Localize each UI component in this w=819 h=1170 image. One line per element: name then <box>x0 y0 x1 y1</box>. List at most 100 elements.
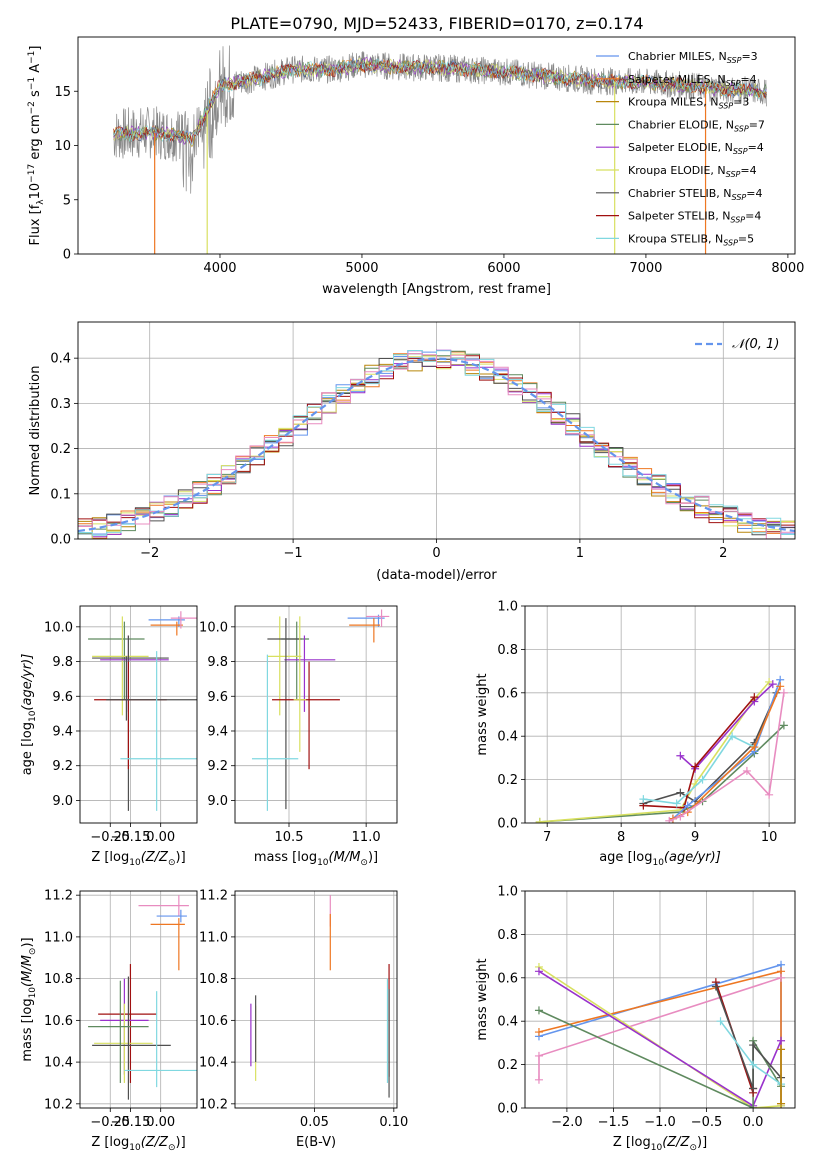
x-tick-label: −0.15 <box>111 1115 151 1130</box>
legend-name: Salpeter STELIB, N <box>628 210 730 223</box>
x-tick-label: 9 <box>691 830 699 845</box>
mass-weight-line <box>679 683 774 770</box>
x-axis-label: (data-model)/error <box>376 568 497 583</box>
x-label-sub: 10 <box>317 858 329 868</box>
mass-weight-marker <box>776 682 785 691</box>
y-tick-label: 10.8 <box>199 972 228 987</box>
y-tick-label: 5 <box>63 193 71 208</box>
legend-n: =4 <box>746 187 762 200</box>
y-tick-label: 10.4 <box>44 1056 73 1071</box>
y-label-part: (age/yr)] <box>20 654 35 711</box>
x-tick-label: −0.5 <box>691 1115 723 1130</box>
y-tick-label: 11.0 <box>199 930 228 945</box>
y-tick-label: 9.2 <box>52 759 73 774</box>
x-label-part: Z [log <box>91 1135 129 1150</box>
y-tick-label: 9.4 <box>52 724 73 739</box>
y-tick-label: 10 <box>54 139 71 154</box>
y-tick-label: 0.1 <box>50 487 71 502</box>
y-tick-label: 9.8 <box>207 655 228 670</box>
axes-frame <box>524 890 796 1109</box>
x-tick-label: 0 <box>432 546 440 561</box>
mass-weight-marker <box>534 1006 543 1015</box>
axes-frame <box>79 890 198 1109</box>
legend-entry: Salpeter STELIB, NSSP=4 <box>628 210 761 225</box>
x-tick-label: 0.0 <box>743 1115 764 1130</box>
legend-sub: SSP <box>726 170 741 179</box>
y-tick-label: 0.4 <box>50 352 71 367</box>
legend-n: =4 <box>748 141 764 154</box>
mass-weight-marker <box>749 1084 758 1093</box>
y-label-part: A <box>28 64 43 77</box>
plot-area <box>235 606 397 823</box>
mass-weight-line <box>719 1020 782 1085</box>
mass-weight-marker <box>768 680 777 689</box>
y-tick-label: 0.6 <box>497 686 518 701</box>
y-tick-label: 9.0 <box>207 794 228 809</box>
legend-entry: Chabrier MILES, NSSP=3 <box>628 50 758 65</box>
legend-sub: SSP <box>734 124 749 133</box>
x-label-part: (M/M <box>329 850 361 865</box>
legend-entry: Kroupa MILES, NSSP=3 <box>628 96 749 111</box>
model-spectrum <box>113 58 767 146</box>
x-tick-label: 8 <box>617 830 625 845</box>
y-tick-label: 9.0 <box>52 794 73 809</box>
plot-area <box>80 891 197 1108</box>
mass-weight-marker <box>691 762 700 771</box>
residual-histogram <box>78 353 795 539</box>
x-label-sun: ⊙ <box>689 1143 697 1153</box>
panel-mass-vs-EBV: 0.05 0.10 10.2 10.4 10.6 10.8 11.0 11.2 E(B-V) <box>199 889 408 1150</box>
plot-area <box>235 891 397 1108</box>
y-axis-label: Normed distribution <box>28 366 43 496</box>
y-tick-label: 0.2 <box>497 773 518 788</box>
y-label-sub: 10 <box>28 987 38 999</box>
y-tick-label: 0.0 <box>497 1102 518 1117</box>
x-label-part: (Z/Z <box>141 850 169 865</box>
y-axis-label: age [log10(age/yr)] <box>20 654 38 776</box>
mass-weight-line <box>715 986 782 1089</box>
mass-weight-marker <box>716 1017 725 1026</box>
y-tick-label: 0.2 <box>50 442 71 457</box>
legend-entry: Chabrier STELIB, NSSP=4 <box>628 187 762 202</box>
legend-n: =7 <box>749 118 765 131</box>
panel-residuals: −2 −1 0 1 2 0.0 0.1 0.2 0.3 0.4 (data-model)/error… <box>28 321 796 583</box>
y-axis-label: mass weight <box>475 958 490 1040</box>
x-tick-label: 7 <box>543 830 551 845</box>
mass-weight-marker <box>676 788 685 797</box>
mass-weight-marker <box>534 1075 543 1084</box>
plot-area <box>113 45 767 254</box>
y-label-part: λ <box>36 199 46 205</box>
y-label-part: −1 <box>27 51 37 64</box>
y-tick-label: 1.0 <box>497 600 518 615</box>
x-tick-label: 1 <box>576 546 584 561</box>
y-tick-label: 0.6 <box>497 971 518 986</box>
legend-name: Salpeter ELODIE, N <box>628 141 733 154</box>
y-tick-label: 10.6 <box>199 1014 228 1029</box>
legend-name: Salpeter MILES, N <box>628 73 726 86</box>
panel-age-vs-mass: 10.5 11.0 9.0 9.2 9.4 9.6 9.8 10.0 mass [log10(M… <box>199 605 398 868</box>
x-tick-label: 0.00 <box>146 830 175 845</box>
y-label-part: )] <box>20 937 35 947</box>
x-tick-label: 0.05 <box>300 1115 329 1130</box>
mass-weight-marker <box>711 982 720 991</box>
y-tick-label: 0.8 <box>497 928 518 943</box>
panel-mass-vs-Z: −0.25−0.150.00 10.2 10.4 10.6 10.8 11.0 11.2 Z … <box>20 889 198 1153</box>
x-axis-label: Z [log10(Z/Z⊙)] <box>91 1135 185 1153</box>
mass-weight-marker <box>728 732 737 741</box>
y-tick-label: 0.8 <box>497 643 518 658</box>
plot-area <box>78 322 795 539</box>
x-tick-label: 8000 <box>771 261 804 276</box>
y-axis-label: Flux [fλ10−17 erg cm−2 s−1 A−1] <box>27 46 46 246</box>
x-axis-label: wavelength [Angstrom, rest frame] <box>322 282 551 297</box>
x-label-part: age [log <box>599 850 652 865</box>
y-label-part: ] <box>28 46 43 51</box>
y-tick-label: 0.0 <box>497 817 518 832</box>
legend-sub: SSP <box>732 193 747 202</box>
legend-n: =3 <box>741 50 757 63</box>
y-tick-label: 9.6 <box>207 690 228 705</box>
legend-n: =4 <box>740 73 756 86</box>
x-axis-label: mass [log10(M/M⊙)] <box>254 850 378 868</box>
x-label-sun: ⊙ <box>168 1143 176 1153</box>
mass-weight-marker <box>779 721 788 730</box>
